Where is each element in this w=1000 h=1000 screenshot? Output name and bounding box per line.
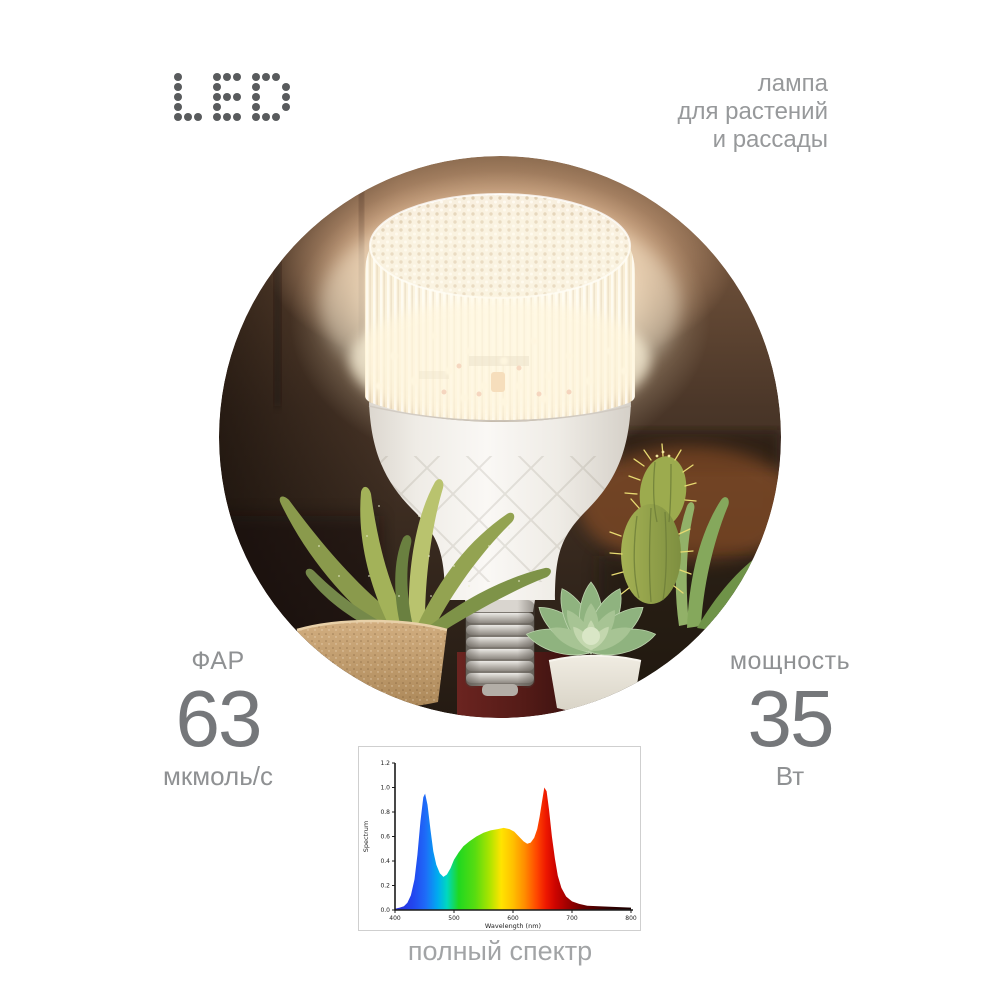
y-tick-label: 0.8 bbox=[380, 809, 390, 816]
spec-power: мощность 35 Вт bbox=[660, 646, 920, 790]
product-photo-circle bbox=[219, 156, 781, 718]
chart-caption: полный спектр bbox=[407, 936, 593, 966]
leaf-speckles bbox=[318, 505, 520, 597]
y-tick-label: 0.2 bbox=[380, 883, 390, 890]
logo-letter bbox=[212, 72, 242, 122]
spec-par-value: 63 bbox=[175, 674, 263, 763]
spec-par: ФАР 63 мкмоль/с bbox=[88, 646, 348, 790]
tagline-line-2: для растений bbox=[677, 98, 828, 125]
led-bulb bbox=[320, 193, 680, 718]
tagline-line-3: и рассады bbox=[712, 126, 828, 153]
y-tick-label: 0.6 bbox=[380, 834, 390, 841]
y-tick-label: 0.4 bbox=[380, 858, 390, 865]
x-tick-label: 700 bbox=[566, 915, 578, 922]
x-tick-label: 500 bbox=[448, 915, 460, 922]
x-axis-label: Wavelength (nm) bbox=[485, 922, 541, 930]
bulb-dome bbox=[320, 193, 680, 423]
cactus-tuft bbox=[655, 450, 671, 458]
logo-letter bbox=[251, 72, 291, 122]
y-axis-label: Spectrum bbox=[362, 821, 370, 853]
y-tick-label: 1.0 bbox=[380, 785, 390, 792]
y-tick-label: 0.0 bbox=[380, 907, 390, 914]
cactus-plant bbox=[609, 443, 697, 604]
spec-power-value: 35 bbox=[747, 674, 835, 763]
spectrum-plot: 400 500 600 700 800 0.0 0.2 0.4 0.6 0.8 1.0 1.2 Wave… bbox=[362, 760, 637, 930]
tile-seam bbox=[274, 156, 281, 406]
x-tick-label: 600 bbox=[507, 915, 519, 922]
x-tick-label: 800 bbox=[625, 915, 637, 922]
spec-par-unit: мкмоль/с bbox=[163, 761, 273, 791]
tagline: лампа для растений и рассады bbox=[677, 70, 828, 154]
body-seam bbox=[368, 405, 632, 422]
tagline-line-1: лампа bbox=[757, 70, 828, 97]
succulent-rosette bbox=[525, 581, 657, 656]
logo-letter bbox=[173, 72, 203, 122]
spectrum-area bbox=[395, 787, 631, 910]
e27-base bbox=[465, 600, 535, 696]
spec-power-unit: Вт bbox=[775, 761, 805, 791]
y-tick-label: 1.2 bbox=[380, 760, 390, 767]
spectrum-chart: 400 500 600 700 800 0.0 0.2 0.4 0.6 0.8 1.0 1.2 Wave… bbox=[358, 746, 641, 931]
product-photo-svg bbox=[219, 156, 781, 718]
x-tick-label: 400 bbox=[389, 915, 401, 922]
cactus-spines bbox=[609, 443, 697, 596]
white-pot bbox=[548, 654, 642, 713]
spec-power-label: мощность bbox=[729, 647, 851, 675]
spec-par-label: ФАР bbox=[191, 647, 245, 675]
led-logo bbox=[173, 72, 291, 122]
